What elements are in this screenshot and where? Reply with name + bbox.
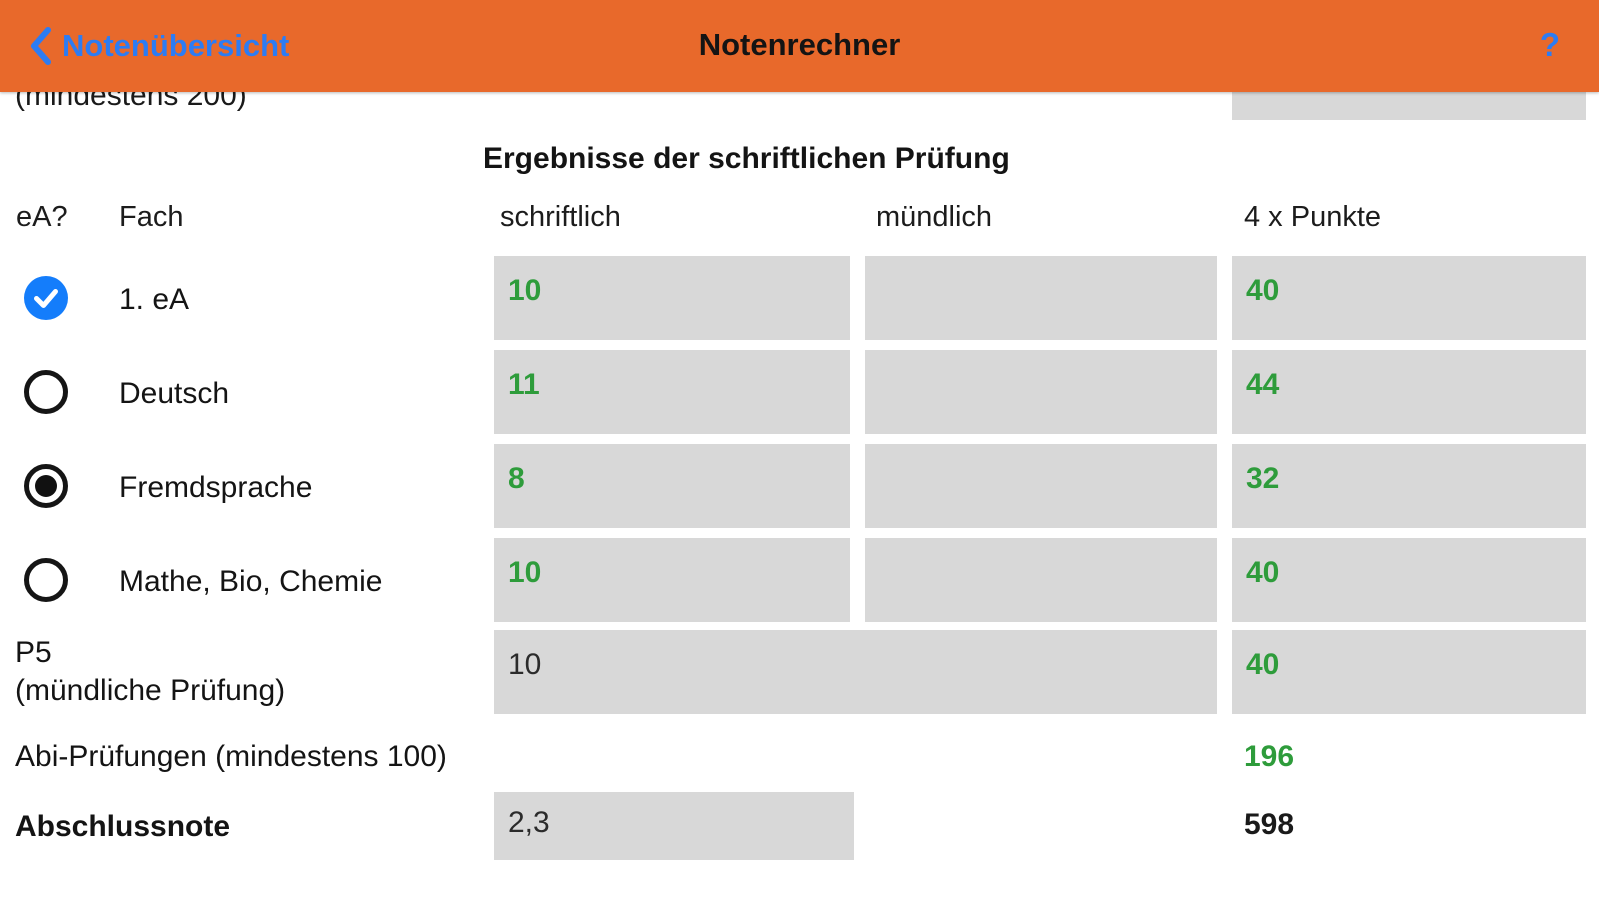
punkte-field[interactable]: 40	[1232, 538, 1586, 622]
abi-total-value: 196	[1244, 740, 1295, 773]
column-header-fach: Fach	[119, 201, 184, 233]
p5-punkte-value: 40	[1246, 648, 1280, 681]
punkte-value: 40	[1246, 274, 1280, 307]
schriftlich-field[interactable]: 11	[494, 350, 850, 434]
p5-label-line2: (mündliche Prüfung)	[15, 674, 286, 707]
p5-label-line1: P5	[15, 636, 52, 669]
back-button-label: Notenübersicht	[62, 28, 290, 63]
schriftlich-value: 11	[508, 368, 540, 401]
checkmark-icon	[24, 276, 68, 320]
fach-label: Fremdsprache	[119, 471, 313, 504]
punkte-value: 32	[1246, 462, 1280, 495]
p5-label: P5 (mündliche Prüfung)	[15, 634, 285, 710]
punkte-field[interactable]: 32	[1232, 444, 1586, 528]
radio-deutsch-unselected[interactable]	[24, 370, 68, 414]
schriftlich-value: 10	[508, 556, 542, 589]
abschlussnote-label: Abschlussnote	[15, 810, 231, 843]
radio-dot	[35, 475, 57, 497]
fach-label: Deutsch	[119, 377, 230, 410]
muendlich-field[interactable]	[865, 350, 1217, 434]
abi-label: Abi-Prüfungen (mindestens 100)	[15, 740, 447, 773]
schriftlich-value: 8	[508, 462, 525, 495]
fach-label: 1. eA	[119, 283, 190, 316]
punkte-value: 40	[1246, 556, 1280, 589]
schriftlich-field[interactable]: 10	[494, 538, 850, 622]
ea-checkbox-checked[interactable]	[24, 276, 68, 320]
punkte-value: 44	[1246, 368, 1280, 401]
p5-punkte-field[interactable]: 40	[1232, 630, 1586, 714]
muendlich-field[interactable]	[865, 444, 1217, 528]
p5-field[interactable]: 10	[494, 630, 1217, 714]
navigation-bar: Notenübersicht Notenrechner ?	[0, 0, 1599, 92]
back-button[interactable]: Notenübersicht	[28, 24, 289, 68]
muendlich-field[interactable]	[865, 538, 1217, 622]
fach-label: Mathe, Bio, Chemie	[119, 565, 383, 598]
schriftlich-field[interactable]: 8	[494, 444, 850, 528]
punkte-field[interactable]: 44	[1232, 350, 1586, 434]
clipped-row-label: (mindestens 200)	[15, 92, 247, 112]
schriftlich-value: 10	[508, 274, 542, 307]
abschlussnote-value: 2,3	[508, 806, 550, 839]
radio-fremdsprache-selected[interactable]	[24, 464, 68, 508]
page-title: Notenrechner	[698, 27, 901, 62]
chevron-left-icon	[28, 26, 52, 66]
help-button[interactable]: ?	[1539, 26, 1561, 63]
radio-mathe-bio-chemie-unselected[interactable]	[24, 558, 68, 602]
column-header-schriftlich: schriftlich	[500, 201, 621, 233]
column-header-ea: eA?	[16, 201, 68, 233]
clipped-points-field[interactable]	[1232, 92, 1586, 120]
gesamt-punkte-value: 598	[1244, 808, 1295, 841]
clipped-scroll-row: (mindestens 200)	[0, 92, 1599, 124]
muendlich-field[interactable]	[865, 256, 1217, 340]
column-header-muendlich: mündlich	[876, 201, 993, 233]
column-header-punkte: 4 x Punkte	[1244, 201, 1382, 233]
punkte-field[interactable]: 40	[1232, 256, 1586, 340]
section-title: Ergebnisse der schriftlichen Prüfung	[483, 142, 1010, 175]
abschlussnote-field[interactable]: 2,3	[494, 792, 854, 860]
schriftlich-field[interactable]: 10	[494, 256, 850, 340]
p5-value: 10	[508, 648, 542, 681]
